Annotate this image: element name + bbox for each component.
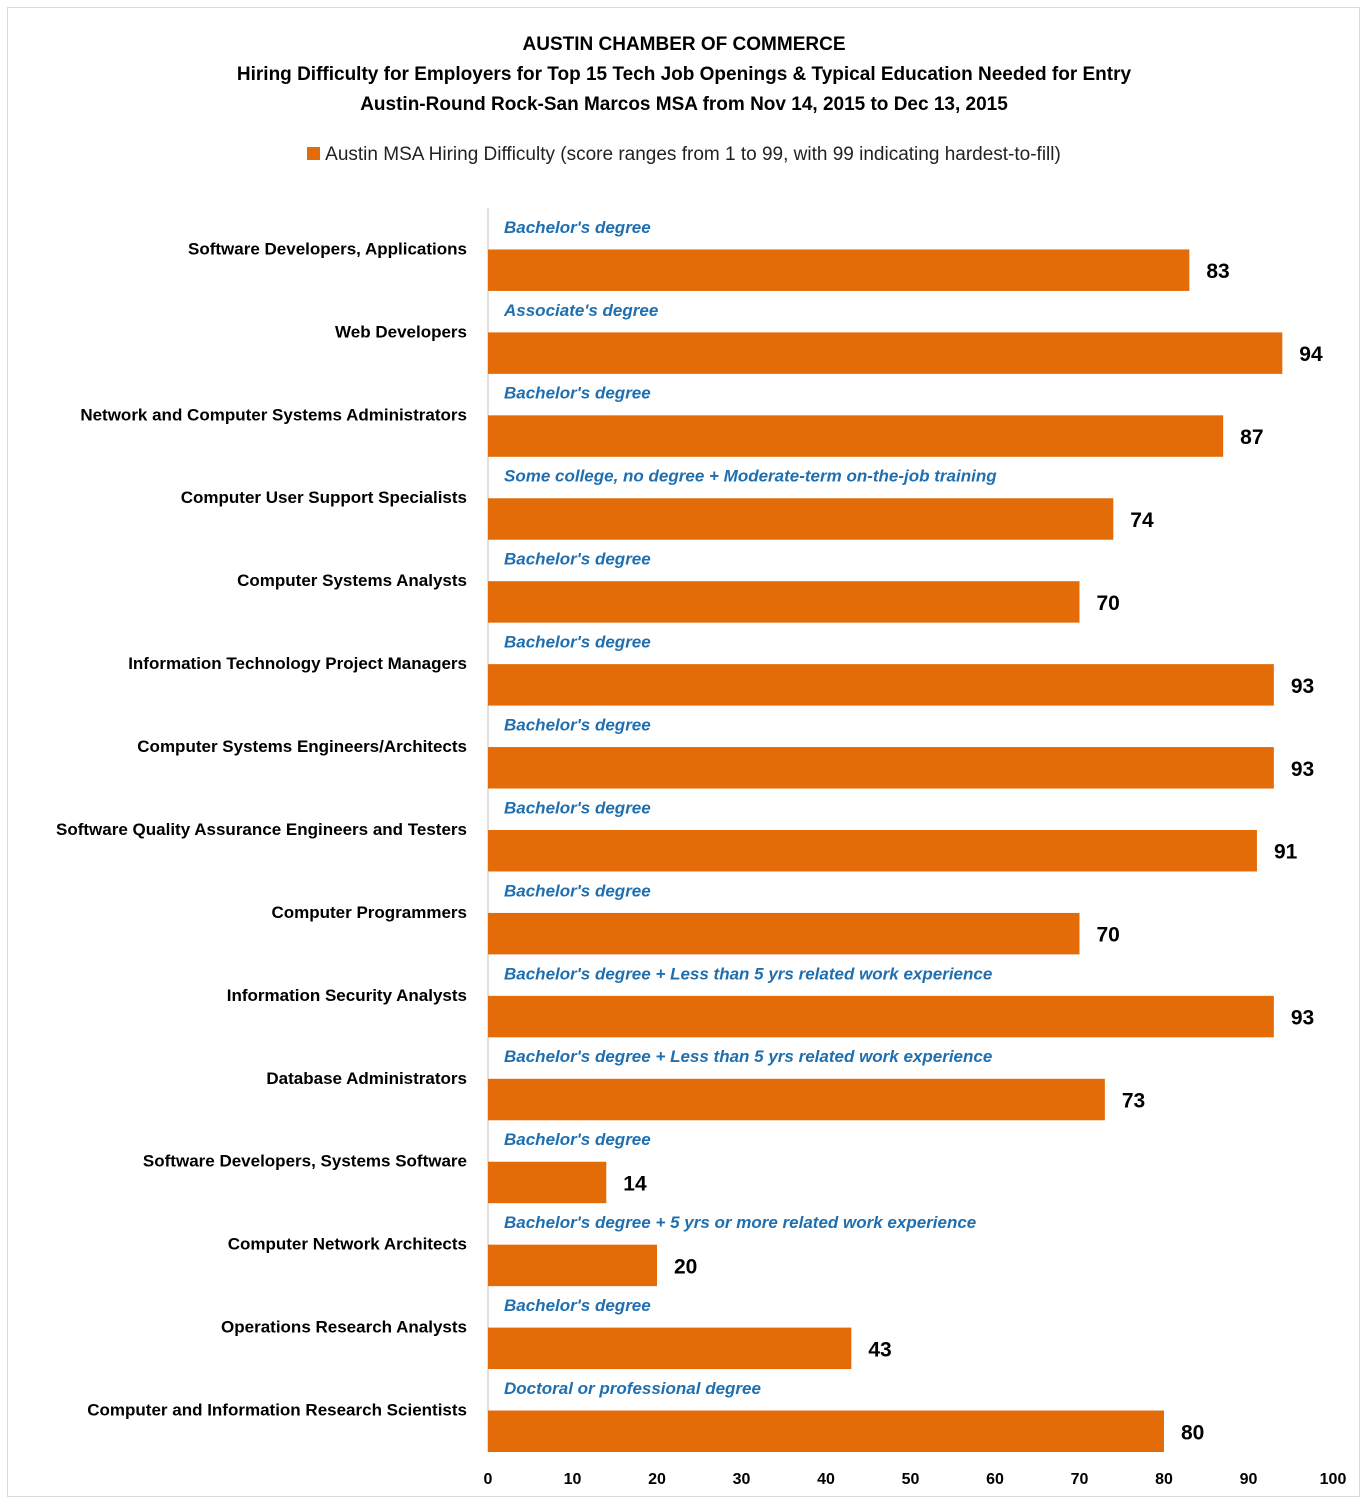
education-annotation: Bachelor's degree + Less than 5 yrs rela… [504,1047,992,1066]
education-annotation: Bachelor's degree [504,798,651,817]
education-annotation: Associate's degree [503,301,658,320]
category-label: Information Technology Project Managers [128,654,467,673]
education-annotation: Bachelor's degree [504,218,651,237]
x-tick-label: 30 [733,1471,751,1488]
legend-label: Austin MSA Hiring Difficulty (score rang… [325,144,1061,165]
data-label: 93 [1291,758,1314,781]
data-label: 83 [1206,260,1229,283]
x-tick-label: 10 [564,1471,582,1488]
education-annotation: Some college, no degree + Moderate-term … [504,467,997,486]
data-label: 14 [623,1172,647,1195]
data-label: 70 [1097,924,1120,947]
education-annotation: Bachelor's degree [504,633,651,652]
data-label: 94 [1299,343,1323,366]
bar [488,332,1283,374]
x-tick-label: 0 [484,1471,493,1488]
bar [488,747,1274,789]
bar [488,415,1224,457]
data-label: 74 [1130,509,1154,532]
x-tick-label: 80 [1155,1471,1173,1488]
category-label: Operations Research Analysts [221,1318,467,1337]
category-label: Computer User Support Specialists [181,488,467,507]
education-annotation: Doctoral or professional degree [504,1379,761,1398]
education-annotation: Bachelor's degree + 5 yrs or more relate… [504,1213,976,1232]
bar [488,581,1080,623]
x-tick-label: 60 [986,1471,1004,1488]
education-annotation: Bachelor's degree [504,384,651,403]
category-label: Computer Programmers [271,903,467,922]
bar [488,1410,1164,1452]
bar [488,664,1274,706]
legend-swatch [307,147,321,160]
data-label: 80 [1181,1421,1204,1444]
category-label: Information Security Analysts [227,986,467,1005]
data-label: 93 [1291,1007,1314,1030]
bar [488,1161,607,1204]
chart-titles: AUSTIN CHAMBER OF COMMERCE Hiring Diffic… [0,30,1368,120]
data-label: 91 [1274,841,1298,864]
legend: Austin MSA Hiring Difficulty (score rang… [0,144,1368,166]
education-annotation: Bachelor's degree [504,715,651,734]
category-label: Computer Network Architects [228,1235,467,1254]
data-label: 20 [674,1255,697,1278]
category-label: Web Developers [335,322,467,341]
category-label: Software Developers, Systems Software [143,1152,467,1171]
education-annotation: Bachelor's degree [504,550,651,569]
education-annotation: Bachelor's degree [504,1130,651,1149]
bar [488,995,1274,1038]
data-label: 87 [1240,426,1263,449]
x-tick-label: 50 [902,1471,920,1488]
education-annotation: Bachelor's degree [504,881,651,900]
x-tick-label: 70 [1071,1471,1089,1488]
x-tick-label: 20 [648,1471,666,1488]
category-label: Software Quality Assurance Engineers and… [56,820,467,839]
data-label: 70 [1097,592,1120,615]
bar [488,912,1080,955]
category-label: Software Developers, Applications [188,239,467,258]
category-label: Computer Systems Analysts [237,571,467,590]
category-label: Computer Systems Engineers/Architects [137,737,467,756]
category-label: Network and Computer Systems Administrat… [80,405,467,424]
x-tick-label: 90 [1240,1471,1258,1488]
category-label: Computer and Information Research Scient… [87,1401,467,1420]
education-annotation: Bachelor's degree [504,1296,651,1315]
x-tick-label: 40 [817,1471,835,1488]
bar [488,1327,852,1370]
x-tick-label: 100 [1320,1471,1347,1488]
bar [488,1078,1105,1121]
category-label: Database Administrators [266,1069,467,1088]
bar [488,830,1257,872]
chart-frame [7,7,1360,1497]
bar [488,249,1190,291]
chart-title: AUSTIN CHAMBER OF COMMERCE [522,34,846,55]
bar [488,498,1114,540]
data-label: 43 [868,1338,891,1361]
data-label: 73 [1122,1090,1145,1113]
bar [488,1244,657,1287]
chart-subtitle-region: Austin-Round Rock-San Marcos MSA from No… [360,94,1008,115]
data-label: 93 [1291,675,1314,698]
education-annotation: Bachelor's degree + Less than 5 yrs rela… [504,964,992,983]
chart-subtitle: Hiring Difficulty for Employers for Top … [236,64,1132,85]
